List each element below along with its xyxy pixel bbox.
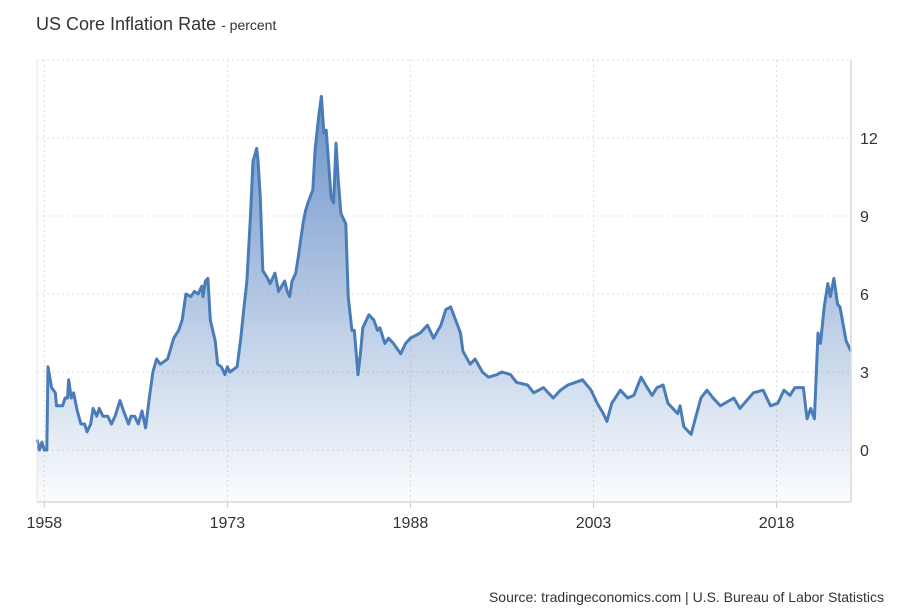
title-text: US Core Inflation Rate	[36, 14, 217, 34]
y-tick-label: 9	[860, 209, 869, 226]
x-tick-label: 2003	[576, 515, 612, 532]
chart-title: US Core Inflation Rate - percent	[36, 14, 276, 35]
x-tick-label: 1988	[393, 515, 429, 532]
series-line	[35, 94, 853, 452]
x-tick-label: 2018	[759, 515, 795, 532]
source-credit: Source: tradingeconomics.com | U.S. Bure…	[488, 589, 884, 605]
x-tick-labels: 1958 1973 1988 2003 2018	[27, 515, 795, 532]
x-tick-label: 1958	[27, 515, 63, 532]
y-tick-labels: 0 3 6 9 12	[860, 131, 878, 460]
x-tick-label: 1973	[210, 515, 246, 532]
subtitle-text: - percent	[221, 17, 277, 33]
area-fill	[37, 96, 851, 503]
y-tick-label: 0	[860, 443, 869, 460]
y-tick-label: 6	[860, 287, 869, 304]
y-tick-label: 3	[860, 365, 869, 382]
y-tick-label: 12	[860, 131, 878, 148]
